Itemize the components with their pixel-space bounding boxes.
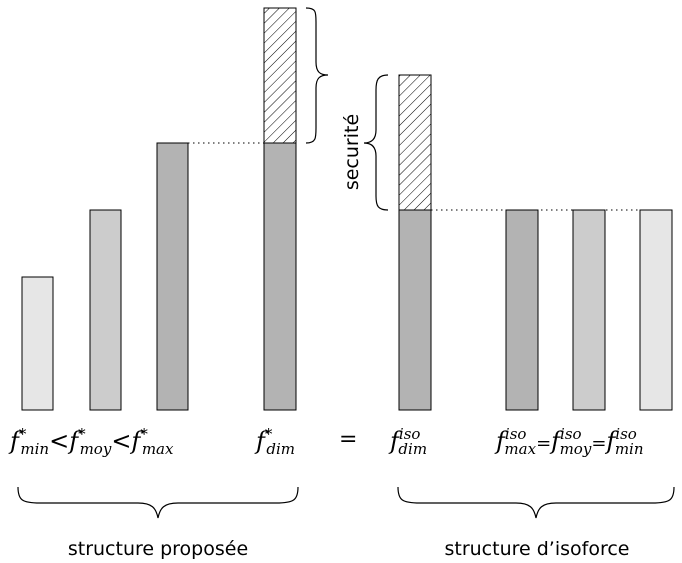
bar-fmin xyxy=(21,276,54,411)
bar-fmax xyxy=(156,142,189,411)
label-fdim-iso: fiso dim xyxy=(388,425,427,458)
bar-fdim xyxy=(263,142,297,411)
safety-brace-left xyxy=(305,7,329,144)
safety-brace-right xyxy=(363,74,389,211)
label-left-chain: f* min<f* moy<f* max xyxy=(8,425,174,458)
bottom-brace-left xyxy=(17,486,299,519)
bar-fdim-safety-margin xyxy=(263,7,297,144)
bar-fmax-iso xyxy=(505,209,539,411)
caption-left: structure proposée xyxy=(68,538,248,560)
bottom-brace-right xyxy=(397,486,675,519)
label-fdim: f* dim xyxy=(254,425,295,458)
safety-label: securité xyxy=(341,114,363,190)
bar-fmoy xyxy=(89,209,122,411)
bar-fmin-iso xyxy=(639,209,673,411)
equals-sign: = xyxy=(339,427,357,452)
bar-fmoy-iso xyxy=(572,209,606,411)
bar-fdim-iso-safety-margin xyxy=(398,74,432,211)
bar-fdim-iso xyxy=(398,209,432,411)
label-right-chain: fiso max=fiso moy=fiso min xyxy=(494,425,644,458)
caption-right: structure d’isoforce xyxy=(444,538,629,560)
